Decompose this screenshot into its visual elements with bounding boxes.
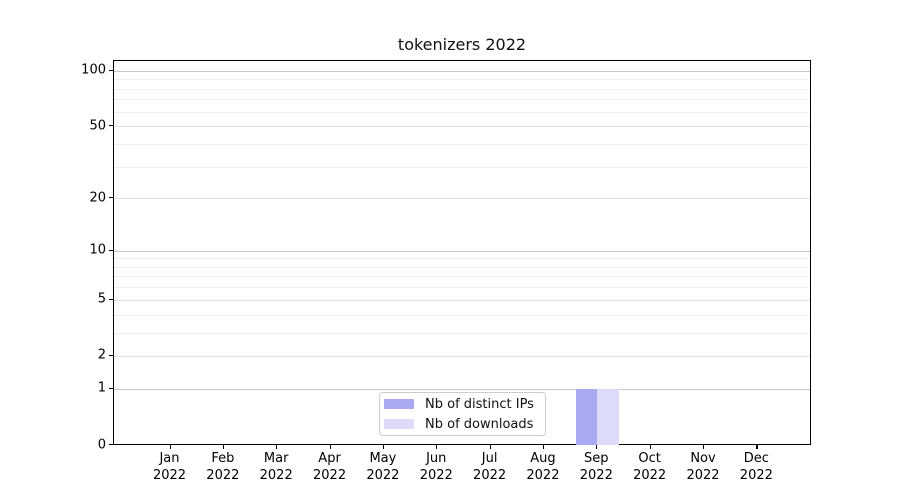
x-tick-mark (489, 445, 491, 449)
minor-gridline (114, 166, 810, 168)
y-tick-label: 2 (97, 347, 106, 363)
legend-swatch-distinct-ips (384, 399, 414, 409)
x-tick-mark (329, 445, 331, 449)
y-tick-mark (109, 125, 113, 127)
x-tick-label: Aug 2022 (526, 451, 560, 483)
legend-label-downloads: Nb of downloads (425, 416, 534, 432)
y-tick-mark (109, 197, 113, 199)
minor-gridline (114, 143, 810, 145)
y-tick-mark (109, 444, 113, 446)
x-tick-label: May 2022 (366, 451, 400, 483)
plot-area (113, 60, 811, 445)
minor-gridline (114, 99, 810, 101)
legend-label-distinct-ips: Nb of distinct IPs (425, 396, 534, 412)
x-tick-mark (756, 445, 758, 449)
x-tick-label: Oct 2022 (633, 451, 667, 483)
x-tick-mark (276, 445, 278, 449)
x-tick-mark (169, 445, 171, 449)
y-gridline (114, 388, 810, 390)
x-tick-label: Jun 2022 (419, 451, 453, 483)
y-tick-label: 50 (89, 118, 106, 134)
y-gridline (114, 198, 810, 200)
x-tick-label: Jul 2022 (473, 451, 507, 483)
x-tick-mark (436, 445, 438, 449)
y-tick-label: 10 (89, 242, 106, 258)
y-gridline (114, 250, 810, 252)
minor-gridline (114, 276, 810, 278)
x-tick-mark (542, 445, 545, 449)
y-tick-mark (109, 387, 113, 389)
y-gridline (114, 355, 810, 357)
x-tick-label: Jan 2022 (152, 451, 187, 483)
chart-title: tokenizers 2022 (397, 35, 527, 54)
x-tick-mark (222, 445, 225, 449)
x-tick-label: Sep 2022 (579, 451, 613, 483)
y-gridline (114, 126, 810, 128)
y-gridline (114, 299, 810, 301)
x-tick-mark (382, 445, 385, 449)
minor-gridline (114, 266, 810, 268)
x-tick-mark (703, 445, 705, 449)
minor-gridline (114, 314, 810, 316)
legend-item-distinct-ips: Nb of distinct IPs (384, 394, 545, 414)
bar-distinct-ips (575, 388, 598, 445)
x-tick-label: Mar 2022 (259, 451, 293, 483)
minor-gridline (114, 88, 810, 90)
x-tick-label: Dec 2022 (739, 451, 773, 483)
bar-downloads (597, 388, 619, 445)
y-tick-label: 5 (97, 291, 106, 307)
minor-gridline (114, 79, 810, 81)
x-tick-label: Feb 2022 (206, 451, 240, 483)
y-tick-mark (109, 249, 113, 251)
minor-gridline (114, 332, 810, 334)
y-tick-label: 1 (97, 380, 106, 396)
y-tick-label: 100 (81, 62, 106, 78)
x-tick-label: Nov 2022 (686, 451, 720, 483)
y-tick-mark (109, 354, 113, 357)
x-tick-mark (649, 445, 651, 449)
x-tick-mark (596, 445, 598, 449)
minor-gridline (114, 287, 810, 289)
y-gridline (114, 70, 810, 72)
minor-gridline (114, 111, 810, 113)
legend-swatch-downloads (384, 419, 414, 429)
legend-item-downloads: Nb of downloads (384, 414, 545, 434)
y-tick-mark (109, 298, 113, 300)
x-tick-label: Apr 2022 (313, 451, 347, 483)
y-tick-label: 20 (89, 190, 106, 206)
y-tick-label: 0 (97, 437, 106, 452)
legend: Nb of distinct IPs Nb of downloads (379, 392, 546, 436)
minor-gridline (114, 258, 810, 260)
y-tick-mark (109, 69, 113, 71)
